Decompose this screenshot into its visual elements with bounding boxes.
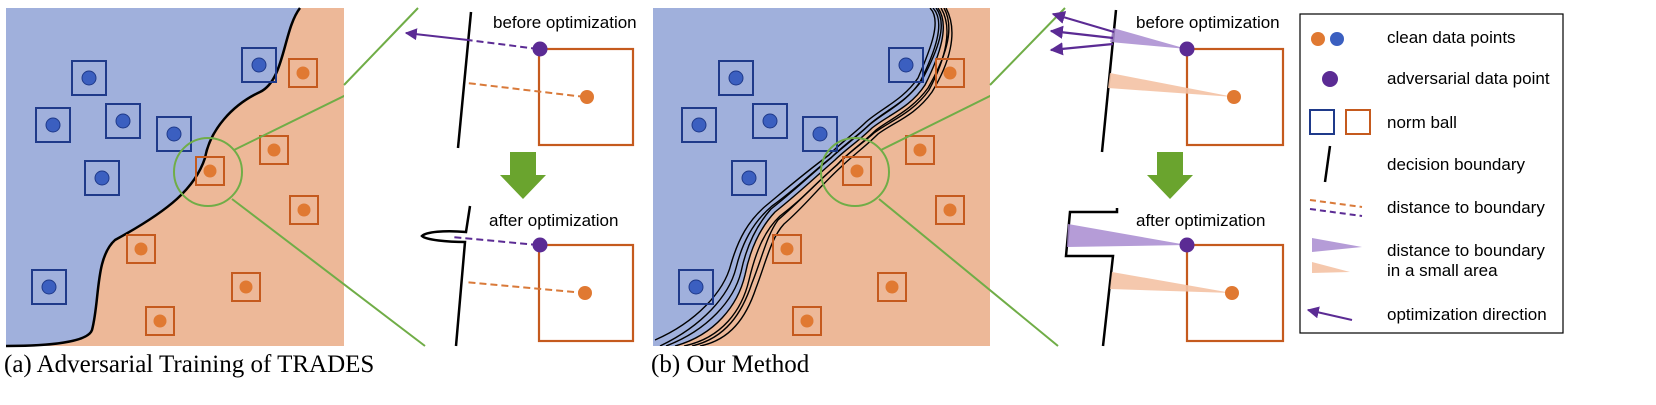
norm-ball [537, 47, 635, 147]
legend-box [1299, 13, 1564, 334]
optimization-direction-icon [1306, 306, 1353, 321]
optimization-arrow [1049, 42, 1114, 56]
adversarial-point [1179, 237, 1195, 253]
adversarial-point [532, 237, 548, 253]
zoom-top-label: before optimization [493, 13, 637, 32]
adversarial-point [1179, 41, 1195, 57]
zoom-line [878, 198, 1059, 347]
distance-to-boundary [451, 236, 539, 246]
panel-b-zoom: before optimization after optimization [1049, 9, 1285, 347]
decision-boundary [420, 205, 472, 347]
optimization-arrow [404, 28, 469, 41]
distance-small-area [1108, 73, 1234, 97]
legend-label: clean data points [1387, 28, 1516, 47]
legend-label: distance to boundary [1387, 241, 1545, 260]
distance-to-boundary [466, 82, 586, 98]
zoom-line [343, 7, 419, 86]
distance-to-boundary-icon [1309, 199, 1363, 217]
legend-label: distance to boundary [1387, 198, 1545, 217]
clean-point-orange [1227, 90, 1241, 104]
adversarial-data-point-icon [1322, 71, 1338, 87]
zoom-line [231, 198, 426, 347]
decision-boundary-icon [1323, 145, 1332, 183]
legend-label-line2: in a small area [1387, 261, 1498, 280]
clean-point-orange [580, 90, 594, 104]
zoom-circle [173, 137, 243, 207]
legend-label: norm ball [1387, 113, 1457, 132]
caption-b: (b) Our Method [651, 351, 810, 378]
panel-b-scatter [653, 8, 990, 346]
distance-small-area [1110, 28, 1187, 49]
norm-ball-icon [1309, 109, 1371, 135]
legend-label: adversarial data point [1387, 69, 1550, 88]
norm-ball [1185, 243, 1285, 343]
optimization-arrow [1049, 25, 1114, 40]
down-arrow [1147, 152, 1193, 199]
legend-label: decision boundary [1387, 155, 1525, 174]
distance-small-area [1110, 272, 1232, 293]
panel-a-zoom: before optimization after optimization [404, 11, 637, 347]
distance-to-boundary [464, 281, 586, 294]
zoom-circle [820, 137, 890, 207]
distance-small-area [1067, 224, 1187, 247]
distance-small-area-icon [1312, 238, 1362, 273]
clean-point-orange [1225, 286, 1239, 300]
clean-point-orange [578, 286, 592, 300]
panel-a-scatter [5, 7, 344, 348]
zoom-bottom-label: after optimization [489, 211, 618, 230]
caption-a: (a) Adversarial Training of TRADES [4, 351, 374, 378]
distance-to-boundary [467, 39, 539, 50]
legend-label: optimization direction [1387, 305, 1547, 324]
legend: clean data points adversarial data point… [1299, 13, 1564, 334]
norm-ball [537, 243, 635, 343]
optimization-arrow [1051, 11, 1115, 34]
decision-boundary [5, 7, 302, 348]
clean-data-points-icon [1311, 32, 1344, 46]
zoom-line [989, 7, 1066, 86]
adversarial-point [532, 41, 548, 57]
zoom-bottom-label: after optimization [1136, 211, 1265, 230]
decision-boundary [456, 11, 473, 149]
blue-region [6, 8, 300, 346]
down-arrow [500, 152, 546, 199]
decision-boundaries [654, 8, 953, 346]
norm-ball [1185, 47, 1285, 147]
zoom-top-label: before optimization [1136, 13, 1280, 32]
blue-region [653, 8, 944, 346]
